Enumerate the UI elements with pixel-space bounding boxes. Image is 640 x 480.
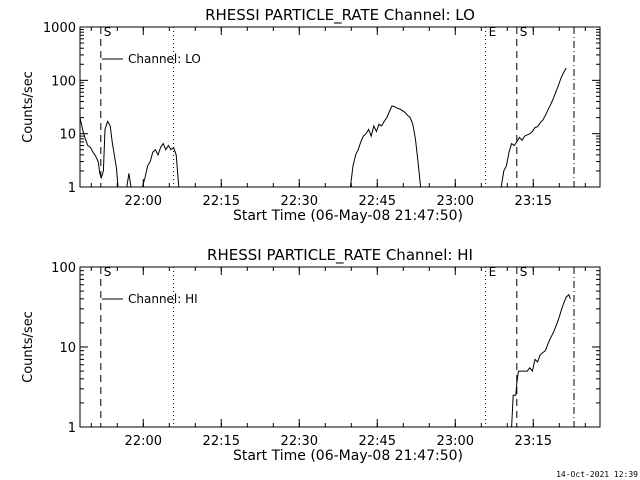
chart-panel-1: RHESSI PARTICLE_RATE Channel: LO 1 10 100 10… bbox=[21, 6, 601, 224]
event-marker-label: S bbox=[104, 265, 112, 279]
chart-title: RHESSI PARTICLE_RATE Channel: LO bbox=[205, 6, 475, 25]
x-tick-label: 22:45 bbox=[359, 434, 396, 449]
x-axis-label: Start Time (06-May-08 21:47:50) bbox=[233, 448, 463, 464]
x-axis-label: Start Time (06-May-08 21:47:50) bbox=[233, 208, 463, 224]
x-tick-label: 22:30 bbox=[281, 434, 318, 449]
y-axis-label: Counts/sec bbox=[21, 71, 36, 143]
x-tick-label: 22:00 bbox=[125, 194, 162, 209]
event-marker-label: E bbox=[489, 25, 497, 39]
chart-title: RHESSI PARTICLE_RATE Channel: HI bbox=[207, 246, 473, 265]
event-marker-label: S bbox=[520, 25, 528, 39]
plot-frame bbox=[79, 266, 601, 428]
y-tick-label: 1000 bbox=[43, 21, 76, 36]
event-marker-label: E bbox=[489, 265, 497, 279]
series-line bbox=[349, 105, 422, 188]
x-tick-label: 22:15 bbox=[203, 194, 240, 209]
legend-label: Channel: LO bbox=[128, 52, 201, 66]
event-marker-label: S bbox=[104, 25, 112, 39]
x-tick-label: 22:00 bbox=[125, 434, 162, 449]
series-line bbox=[141, 142, 180, 188]
series-line bbox=[500, 67, 567, 188]
footer-timestamp: 14-Oct-2021 12:39 bbox=[556, 470, 638, 479]
x-tick-label: 22:30 bbox=[281, 194, 318, 209]
event-marker-label: S bbox=[520, 265, 528, 279]
y-tick-label: 1 bbox=[68, 421, 76, 436]
plot-frame bbox=[79, 26, 601, 188]
y-tick-label: 10 bbox=[59, 341, 76, 356]
series-line bbox=[79, 117, 119, 188]
y-axis-label: Counts/sec bbox=[21, 311, 36, 383]
legend-label: Channel: HI bbox=[128, 292, 198, 306]
y-tick-label: 100 bbox=[51, 74, 76, 89]
series-line bbox=[511, 293, 571, 428]
chart-panel-2: RHESSI PARTICLE_RATE Channel: HI 1 10 100 22… bbox=[21, 246, 601, 464]
y-tick-label: 1 bbox=[68, 181, 76, 196]
x-tick-label: 22:45 bbox=[359, 194, 396, 209]
x-tick-label: 23:15 bbox=[515, 194, 552, 209]
series-line bbox=[126, 173, 132, 188]
x-tick-label: 22:15 bbox=[203, 434, 240, 449]
x-tick-label: 23:00 bbox=[437, 434, 474, 449]
y-tick-label: 10 bbox=[59, 128, 76, 143]
y-tick-label: 100 bbox=[51, 261, 76, 276]
x-tick-label: 23:15 bbox=[515, 434, 552, 449]
x-tick-label: 23:00 bbox=[437, 194, 474, 209]
